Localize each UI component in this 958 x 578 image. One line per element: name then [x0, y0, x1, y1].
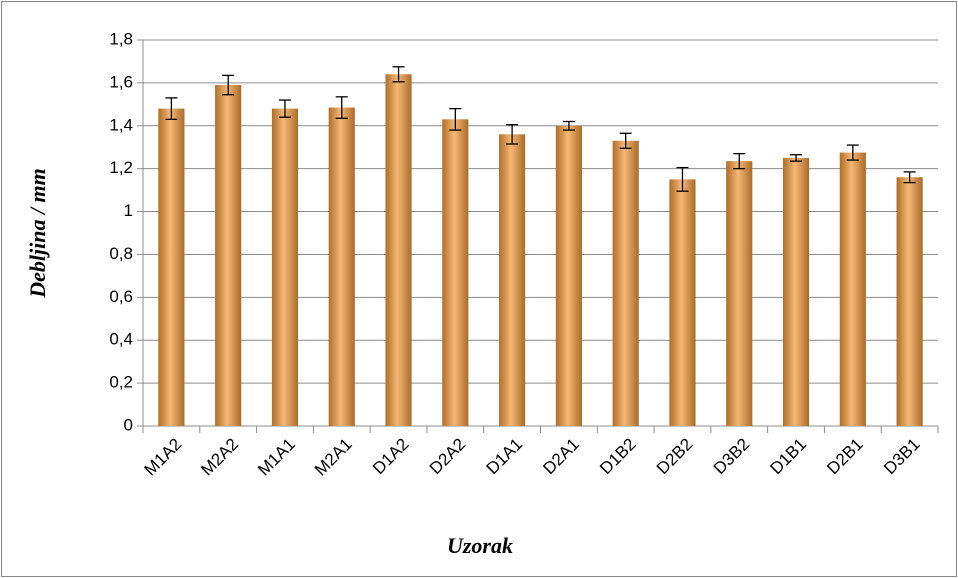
bar-shine [158, 108, 185, 426]
bar-shine [726, 161, 753, 426]
bar-shine [555, 125, 582, 427]
y-tick-label: 1,4 [109, 115, 133, 134]
y-tick-label: 0,6 [109, 287, 133, 306]
bar-shine [612, 140, 639, 427]
y-tick-label: 0 [124, 415, 133, 434]
y-axis-label: Debljina / mm [25, 168, 50, 299]
bar-shine [499, 134, 526, 426]
bar-shine [896, 177, 923, 426]
y-tick-label: 1,2 [109, 158, 133, 177]
bar-shine [839, 152, 866, 427]
bar-shine [271, 108, 299, 426]
bar-shine [669, 179, 696, 426]
bar-shine [385, 74, 412, 427]
y-tick-label: 1,6 [109, 72, 133, 91]
bar-shine [782, 157, 810, 426]
y-tick-label: 0,4 [109, 330, 133, 349]
x-axis-label: Uzorak [447, 533, 513, 558]
bar-shine [328, 107, 355, 427]
y-tick-label: 0,8 [109, 244, 133, 263]
y-tick-label: 0,2 [109, 373, 133, 392]
y-tick-label: 1 [124, 201, 133, 220]
y-tick-label: 1,8 [109, 29, 133, 48]
bar-shine [442, 119, 469, 426]
bar-shine [215, 85, 242, 427]
